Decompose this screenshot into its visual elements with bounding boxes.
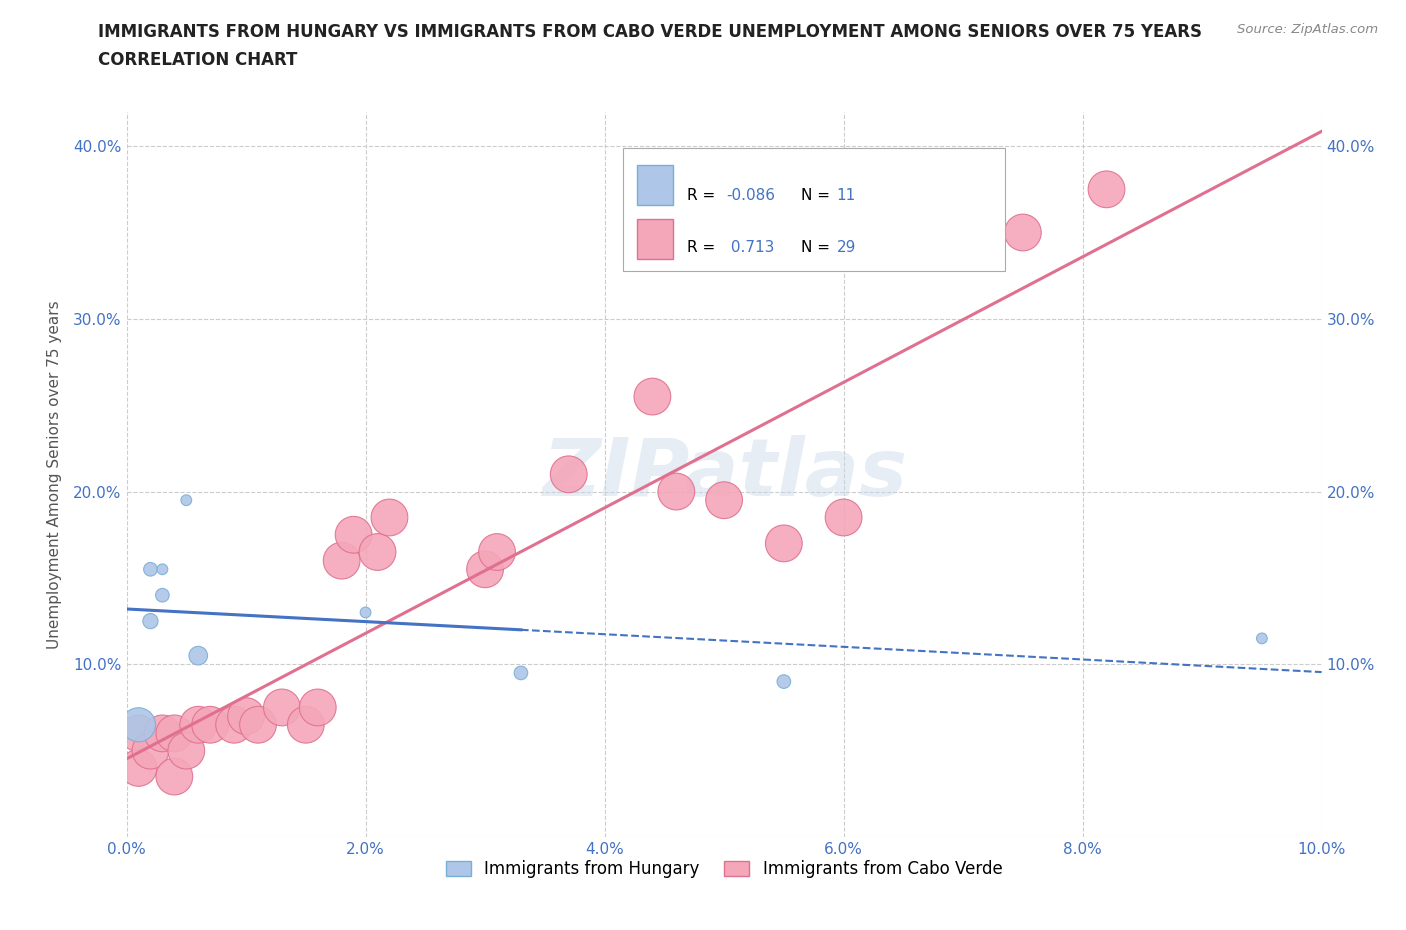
Point: [641, 389, 664, 404]
Point: [270, 700, 294, 715]
Point: [1095, 182, 1118, 197]
Point: [1251, 631, 1274, 645]
Point: [773, 674, 796, 689]
Text: R =: R =: [688, 188, 716, 203]
Point: [139, 614, 162, 629]
Text: CORRELATION CHART: CORRELATION CHART: [98, 51, 298, 69]
Point: [187, 717, 209, 732]
FancyBboxPatch shape: [637, 165, 672, 205]
Point: [773, 536, 796, 551]
FancyBboxPatch shape: [637, 219, 672, 259]
Point: [152, 726, 174, 741]
Text: R =: R =: [688, 240, 716, 255]
Point: [307, 700, 329, 715]
Text: 29: 29: [837, 240, 856, 255]
Text: ZIPatlas: ZIPatlas: [541, 435, 907, 513]
Point: [509, 666, 531, 681]
Text: 11: 11: [837, 188, 856, 203]
Point: [127, 726, 149, 741]
Text: N =: N =: [800, 188, 830, 203]
Point: [152, 562, 174, 577]
Point: [354, 605, 377, 620]
Legend: Immigrants from Hungary, Immigrants from Cabo Verde: Immigrants from Hungary, Immigrants from…: [437, 852, 1011, 886]
Point: [163, 769, 186, 784]
Point: [713, 493, 735, 508]
Text: Source: ZipAtlas.com: Source: ZipAtlas.com: [1237, 23, 1378, 36]
Point: [378, 510, 401, 525]
Point: [139, 743, 162, 758]
Point: [174, 743, 197, 758]
Point: [247, 717, 270, 732]
FancyBboxPatch shape: [623, 148, 1005, 272]
Text: -0.086: -0.086: [727, 188, 776, 203]
Text: N =: N =: [800, 240, 830, 255]
Point: [163, 726, 186, 741]
Point: [174, 493, 197, 508]
Point: [366, 545, 388, 560]
Point: [294, 717, 316, 732]
Point: [665, 485, 688, 499]
Text: 0.713: 0.713: [727, 240, 775, 255]
Point: [486, 545, 509, 560]
Point: [127, 761, 149, 776]
Point: [200, 717, 222, 732]
Point: [139, 562, 162, 577]
Point: [343, 527, 366, 542]
Point: [557, 467, 581, 482]
Point: [330, 553, 353, 568]
Point: [187, 648, 209, 663]
Point: [1011, 225, 1033, 240]
Text: IMMIGRANTS FROM HUNGARY VS IMMIGRANTS FROM CABO VERDE UNEMPLOYMENT AMONG SENIORS: IMMIGRANTS FROM HUNGARY VS IMMIGRANTS FR…: [98, 23, 1202, 41]
Point: [235, 709, 257, 724]
Point: [222, 717, 246, 732]
Point: [832, 510, 855, 525]
Point: [474, 562, 496, 577]
Point: [152, 588, 174, 603]
Point: [127, 717, 149, 732]
Y-axis label: Unemployment Among Seniors over 75 years: Unemployment Among Seniors over 75 years: [46, 300, 62, 648]
